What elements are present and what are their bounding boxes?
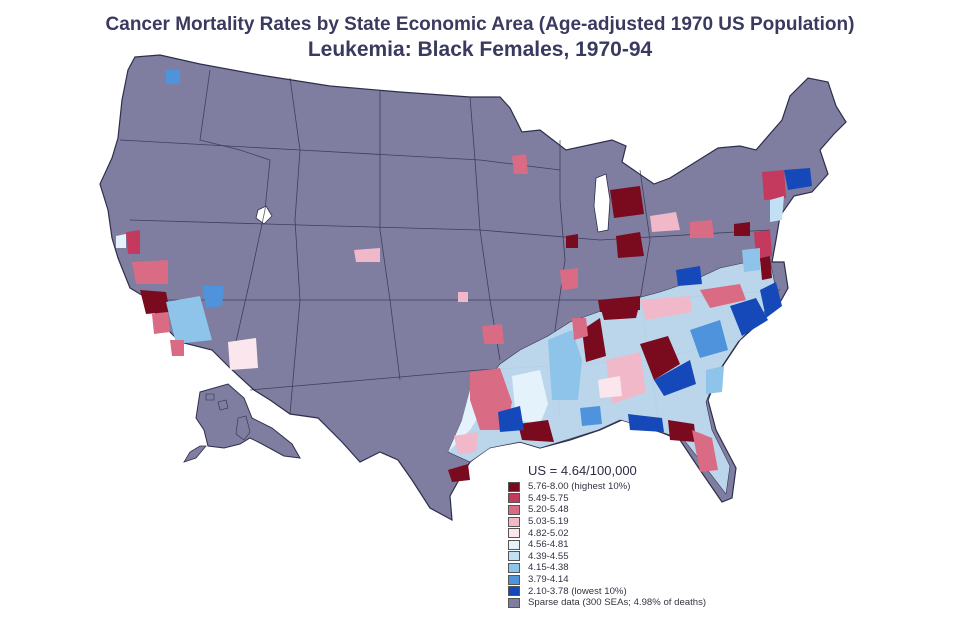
region-5.76-8.00 [582, 318, 606, 362]
legend-item: 4.56-4.81 [508, 539, 706, 551]
legend-swatch [508, 493, 520, 504]
region-2.10-3.78 [628, 414, 664, 432]
map-title: Cancer Mortality Rates by State Economic… [105, 14, 855, 35]
legend-swatch [508, 574, 520, 585]
legend-label: 5.49-5.75 [528, 492, 569, 504]
legend-label: 5.03-5.19 [528, 516, 569, 528]
legend-item: Sparse data (300 SEAs; 4.98% of deaths) [508, 597, 706, 609]
region-5.76-8.00 [760, 256, 772, 280]
region-5.20-5.48 [560, 268, 578, 290]
legend-item: 4.39-4.55 [508, 551, 706, 563]
region-5.76-8.00 [616, 232, 644, 258]
region-4.39-4.55 [770, 196, 784, 222]
legend-swatch [508, 562, 520, 573]
region-5.76-8.00 [640, 336, 680, 380]
legend-item: 5.76-8.00 (highest 10%) [508, 481, 706, 493]
region-5.03-5.19 [454, 432, 478, 454]
us-rate-label: US = 4.64/100,000 [528, 463, 637, 478]
region-3.79-4.14 [580, 406, 602, 426]
legend-swatch [508, 481, 520, 492]
region-4.82-5.02 [598, 376, 622, 398]
region-2.10-3.78 [760, 282, 782, 318]
legend-swatch [508, 504, 520, 515]
region-5.20-5.48 [170, 340, 184, 356]
region-4.82-5.02 [228, 338, 258, 370]
region-5.76-8.00 [598, 296, 640, 312]
legend-item: 4.15-4.38 [508, 562, 706, 574]
region-4.56-4.81 [512, 370, 548, 424]
legend-item: 2.10-3.78 (lowest 10%) [508, 585, 706, 597]
legend-item: 3.79-4.14 [508, 574, 706, 586]
region-5.20-5.48 [512, 154, 528, 174]
region-5.76-8.00 [140, 290, 170, 314]
map-subtitle: Leukemia: Black Females, 1970-94 [307, 38, 653, 61]
legend-label: 4.56-4.81 [528, 539, 569, 551]
legend-label: 4.82-5.02 [528, 527, 569, 539]
legend-label: 2.10-3.78 (lowest 10%) [528, 585, 627, 597]
region-5.20-5.48 [572, 318, 588, 340]
region-3.79-4.14 [202, 286, 224, 308]
region-5.49-5.75 [126, 230, 140, 254]
region-5.76-8.00 [448, 464, 470, 482]
legend-item: 5.20-5.48 [508, 504, 706, 516]
region-2.10-3.78 [784, 168, 812, 190]
region-5.03-5.19 [650, 212, 680, 232]
hawaii-islands [205, 393, 251, 441]
region-5.20-5.48 [482, 324, 504, 344]
legend-item: 5.03-5.19 [508, 516, 706, 528]
legend-label: 4.39-4.55 [528, 550, 569, 562]
legend-item: 5.49-5.75 [508, 493, 706, 505]
region-5.76-8.00 [668, 420, 696, 442]
region-5.20-5.48 [152, 312, 170, 334]
region-5.20-5.48 [690, 220, 714, 238]
region-4.15-4.38 [548, 330, 582, 400]
legend-label: 4.15-4.38 [528, 562, 569, 574]
alaska-peninsula [183, 445, 207, 463]
region-3.79-4.14 [166, 70, 180, 84]
region-5.76-8.00 [518, 420, 554, 442]
legend-swatch [508, 586, 520, 597]
region-5.20-5.48 [132, 260, 168, 284]
region-4.56-4.81 [116, 234, 126, 248]
region-5.03-5.19 [640, 296, 692, 320]
region-5.03-5.19 [354, 248, 380, 262]
legend-item: 4.82-5.02 [508, 527, 706, 539]
region-5.49-5.75 [762, 170, 786, 200]
map-legend: 5.76-8.00 (highest 10%) 5.49-5.75 5.20-5.4… [508, 481, 706, 609]
region-5.20-5.48 [692, 430, 718, 472]
region-3.79-4.14 [690, 320, 728, 358]
legend-swatch [508, 528, 520, 539]
lake-michigan-shape [593, 173, 611, 233]
region-2.10-3.78 [730, 298, 768, 336]
region-5.76-8.00 [566, 234, 578, 248]
region-2.10-3.78 [654, 360, 696, 396]
region-4.15-4.38 [742, 248, 760, 272]
legend-label: 3.79-4.14 [528, 574, 569, 586]
region-2.10-3.78 [676, 266, 702, 286]
legend-swatch [508, 539, 520, 550]
legend-label: 5.20-5.48 [528, 504, 569, 516]
legend-swatch [508, 597, 520, 608]
legend-swatch [508, 551, 520, 562]
legend-swatch [508, 516, 520, 527]
legend-label: Sparse data (300 SEAs; 4.98% of deaths) [528, 597, 707, 609]
region-2.10-3.78 [498, 406, 524, 432]
region-5.20-5.48 [700, 284, 746, 308]
region-5.76-8.00 [734, 222, 750, 236]
legend-label: 5.76-8.00 (highest 10%) [528, 481, 631, 493]
region-5.03-5.19 [458, 292, 468, 302]
region-4.15-4.38 [166, 296, 212, 344]
region-5.76-8.00 [610, 186, 644, 218]
region-4.15-4.38 [706, 366, 724, 394]
